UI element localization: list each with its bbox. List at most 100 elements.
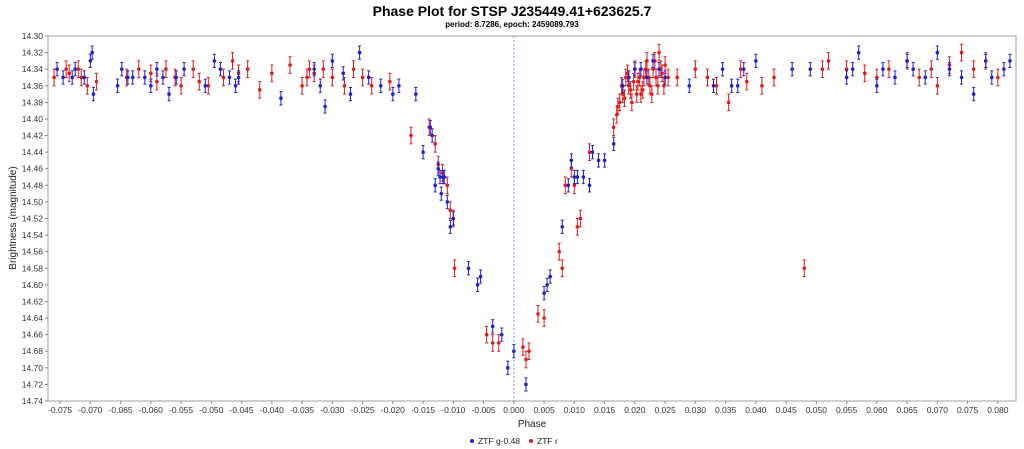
legend-marker [470,439,474,443]
data-point [155,67,159,71]
x-tick-label: 0.035 [715,405,737,415]
data-point [622,96,627,101]
data-point [572,175,577,179]
data-point [120,67,124,71]
data-point [445,183,450,188]
data-point [935,83,940,88]
data-point [82,75,87,80]
data-point [76,67,81,71]
data-point [438,175,442,179]
x-tick-label: -0.065 [109,405,133,415]
data-point [575,175,580,179]
x-tick-label: -0.005 [472,405,496,415]
x-tick-label: -0.045 [230,405,254,415]
data-point [433,142,438,146]
data-point [115,83,120,88]
data-point [64,67,68,71]
y-tick-label: 14.52 [22,214,44,224]
y-tick-label: 14.58 [22,263,44,273]
x-tick-label: -0.075 [48,405,72,415]
data-point [342,83,347,88]
y-axis-title: Brightness (magnitude) [8,166,19,269]
data-point [875,75,879,80]
data-point [149,71,153,76]
data-point [521,345,525,349]
data-point [844,67,849,71]
data-point [578,216,583,221]
data-point [61,75,65,80]
data-point [360,75,365,80]
data-point [167,92,171,96]
data-point [161,75,165,80]
data-point [893,75,897,80]
data-point [856,50,861,55]
data-point [590,150,595,154]
data-point [917,75,921,80]
data-point [323,104,327,109]
data-point [236,75,241,80]
data-point [602,158,607,163]
data-point [617,100,622,105]
x-tick-label: 0.030 [685,405,707,415]
data-point [466,266,471,271]
data-point [881,67,885,71]
y-tick-label: 14.46 [22,164,44,174]
y-tick-label: 14.64 [22,313,44,323]
data-point [611,125,616,130]
data-point [808,67,813,71]
data-point [651,67,655,71]
data-point [905,59,909,63]
data-point [506,366,510,370]
y-tick-label: 14.54 [22,230,44,240]
data-point [439,191,444,196]
data-point [636,79,640,84]
data-point [569,166,574,171]
data-point [182,67,186,71]
x-tick-label: -0.010 [441,405,465,415]
data-point [634,92,639,96]
data-point [844,75,849,80]
data-point [572,183,577,188]
y-tick-label: 14.36 [22,81,44,91]
data-point [341,71,346,76]
data-point [627,83,631,88]
x-tick-label: -0.060 [139,405,163,415]
data-point [820,67,825,71]
x-tick-label: -0.020 [381,405,405,415]
data-point [191,67,195,71]
data-point [569,158,574,163]
data-point [174,75,179,80]
data-point [414,92,418,96]
data-point [475,283,480,287]
data-point [575,224,580,229]
x-tick-label: 0.005 [533,405,555,415]
data-point [499,332,504,337]
data-point [149,83,153,88]
data-point [245,67,250,71]
data-point [662,83,666,88]
data-point [203,83,208,88]
data-point [436,166,441,171]
data-point [640,88,645,92]
x-tick-label: -0.055 [169,405,193,415]
data-point [620,83,625,88]
data-point [430,133,434,138]
y-tick-label: 14.48 [22,180,44,190]
data-point [448,224,453,229]
data-point [675,75,679,80]
data-point [330,59,335,63]
data-point [88,59,93,63]
x-tick-label: 0.050 [806,405,828,415]
data-point [705,75,710,80]
data-point [971,67,976,71]
data-point [616,104,620,109]
data-point [67,71,71,76]
x-tick-label: -0.025 [351,405,375,415]
data-point [566,183,571,188]
data-point [772,75,776,80]
data-point [369,83,374,88]
y-tick-label: 14.72 [22,379,44,389]
data-point [527,349,531,354]
data-point [654,75,658,80]
